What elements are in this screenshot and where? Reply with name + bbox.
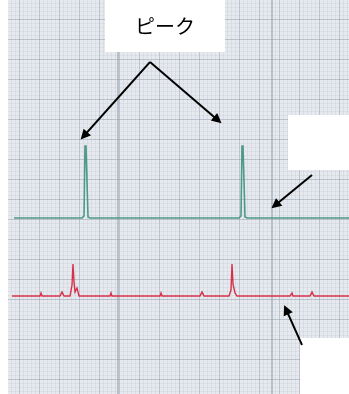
- blank-area: [300, 338, 349, 394]
- peak-label: ピーク: [135, 15, 195, 39]
- chart-paper-photo: ピーク: [0, 0, 349, 394]
- blank-area: [288, 115, 349, 170]
